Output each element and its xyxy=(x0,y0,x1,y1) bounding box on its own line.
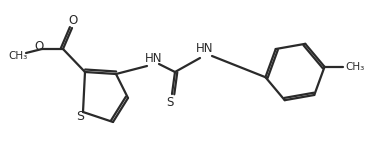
Text: S: S xyxy=(76,110,84,124)
Text: CH₃: CH₃ xyxy=(8,51,28,61)
Text: O: O xyxy=(34,39,44,53)
Text: HN: HN xyxy=(145,52,163,65)
Text: S: S xyxy=(166,95,174,108)
Text: CH₃: CH₃ xyxy=(345,62,364,72)
Text: O: O xyxy=(68,15,78,28)
Text: HN: HN xyxy=(196,42,214,55)
